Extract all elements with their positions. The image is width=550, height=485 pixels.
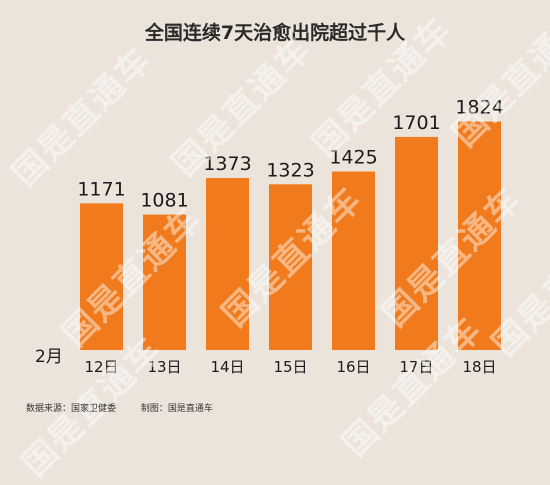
value-label: 1425 <box>329 147 377 169</box>
bar-13日 <box>143 214 186 350</box>
bars-layer <box>80 121 501 351</box>
bar-12日 <box>80 203 123 350</box>
bar-17日 <box>395 136 438 350</box>
x-tick-label: 17日 <box>399 358 433 376</box>
x-tick-label: 18日 <box>462 358 496 376</box>
bar-14日 <box>206 178 249 350</box>
bar-chart: 1171 1081 1373 1323 1425 1701 1824 12日 13日 14日 15… <box>35 97 504 376</box>
value-label: 1701 <box>392 112 440 134</box>
data-source-text: 数据来源：国家卫健委 <box>26 404 117 414</box>
bar-15日 <box>269 184 312 350</box>
value-label: 1081 <box>140 190 188 212</box>
value-labels-layer: 1171 1081 1373 1323 1425 1701 1824 <box>77 97 503 212</box>
chart-title: 全国连续7天治愈出院超过千人 <box>144 22 406 44</box>
x-tick-label: 12日 <box>84 358 118 376</box>
value-label: 1373 <box>203 153 251 175</box>
made-by-text: 制图：国是直通车 <box>140 404 213 414</box>
month-label: 2月 <box>35 347 63 367</box>
bar-18日 <box>458 121 501 351</box>
x-tick-label: 16日 <box>336 358 370 376</box>
value-label: 1824 <box>455 97 503 119</box>
footer: 数据来源：国家卫健委 制图：国是直通车 <box>26 401 235 414</box>
x-tick-label: 15日 <box>273 358 307 376</box>
x-tick-labels-layer: 12日 13日 14日 15日 16日 17日 18日 <box>84 358 496 376</box>
x-tick-label: 13日 <box>147 358 181 376</box>
value-label: 1323 <box>266 159 314 181</box>
bar-16日 <box>332 171 375 350</box>
x-tick-label: 14日 <box>210 358 244 376</box>
value-label: 1171 <box>77 178 125 200</box>
